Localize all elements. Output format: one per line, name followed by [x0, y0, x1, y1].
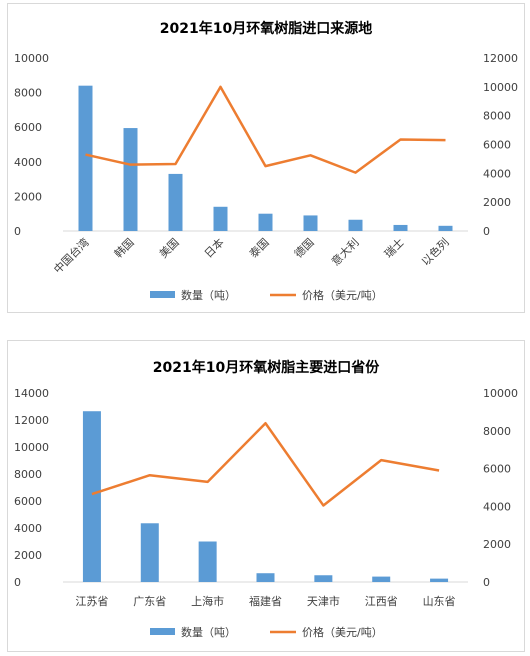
- bar-quantity: [123, 128, 138, 231]
- bar-quantity: [393, 224, 408, 231]
- chart-panel-import-provinces: 2021年10月环氧树脂主要进口省份 0 2000 4000 6000 8000 10000…: [7, 340, 525, 652]
- legend-label-price: 价格（美元/吨）: [302, 625, 383, 639]
- right-axis-tick-label: 0: [483, 225, 490, 238]
- line-price: [91, 421, 440, 507]
- legend-label-quantity: 数量（吨）: [181, 626, 236, 639]
- left-axis-tick-label: 0: [14, 576, 21, 589]
- right-axis-tick-label: 4000: [483, 500, 511, 513]
- right-axis-tick-label: 6000: [483, 463, 511, 476]
- left-axis-tick-label: 14000: [14, 387, 49, 400]
- bar-quantity: [78, 85, 93, 232]
- right-axis-tick-label: 10000: [483, 81, 518, 94]
- category-label: 上海市: [191, 594, 224, 608]
- left-axis-tick-label: 2000: [14, 549, 42, 562]
- category-label: 江西省: [365, 595, 398, 608]
- category-label: 日本: [201, 235, 226, 260]
- category-label: 德国: [291, 235, 316, 260]
- left-axis-tick-label: 6000: [14, 121, 42, 134]
- right-axis-tick-label: 6000: [483, 139, 511, 152]
- legend-swatch-bar: [150, 628, 175, 635]
- left-axis-tick-label: 8000: [14, 468, 42, 481]
- category-label: 瑞士: [381, 235, 406, 260]
- chart-title: 2021年10月环氧树脂主要进口省份: [153, 359, 380, 376]
- chart-title: 2021年10月环氧树脂进口来源地: [160, 20, 372, 37]
- category-label: 福建省: [249, 594, 282, 608]
- bar-quantity: [198, 541, 217, 582]
- right-axis-tick-label: 8000: [483, 110, 511, 123]
- left-axis-tick-label: 2000: [14, 190, 42, 203]
- legend-label-price: 价格（美元/吨）: [302, 288, 383, 302]
- chart-svg-import-provinces: 2021年10月环氧树脂主要进口省份 0 2000 4000 6000 8000 10000…: [14, 359, 518, 639]
- category-label: 广东省: [133, 595, 166, 608]
- bar-quantity: [314, 575, 333, 582]
- category-label: 天津市: [307, 594, 340, 608]
- bar-quantity: [438, 225, 453, 231]
- right-axis-tick-label: 10000: [483, 387, 518, 400]
- right-axis-tick-label: 0: [483, 576, 490, 589]
- bar-quantity: [140, 523, 159, 582]
- category-label: 韩国: [111, 235, 136, 260]
- right-axis-tick-label: 8000: [483, 425, 511, 438]
- category-label: 泰国: [246, 235, 271, 260]
- bar-quantity: [82, 411, 101, 582]
- category-label: 美国: [157, 236, 182, 261]
- chart-panel-import-sources: 2021年10月环氧树脂进口来源地 0 2000 4000 6000 8000 10000 0…: [7, 3, 525, 313]
- bar-quantity: [303, 215, 318, 231]
- bar-quantity: [256, 573, 275, 582]
- left-axis-tick-label: 4000: [14, 156, 42, 169]
- line-price: [85, 85, 446, 174]
- category-label: 中国台湾: [51, 235, 92, 276]
- left-axis-tick-label: 10000: [14, 441, 49, 454]
- left-axis-tick-label: 4000: [14, 522, 42, 535]
- bar-quantity: [430, 578, 449, 582]
- legend-swatch-bar: [150, 291, 175, 298]
- legend-label-quantity: 数量（吨）: [181, 289, 236, 302]
- left-axis-tick-label: 12000: [14, 414, 49, 427]
- left-axis-tick-label: 8000: [14, 87, 42, 100]
- category-label: 意大利: [328, 235, 361, 268]
- left-axis-tick-label: 0: [14, 225, 21, 238]
- right-axis-tick-label: 2000: [483, 538, 511, 551]
- bar-quantity: [168, 173, 183, 231]
- bar-quantity: [258, 213, 273, 231]
- chart-svg-import-sources: 2021年10月环氧树脂进口来源地 0 2000 4000 6000 8000 10000 0…: [14, 20, 518, 302]
- right-axis-tick-label: 12000: [483, 52, 518, 65]
- right-axis-tick-label: 4000: [483, 167, 511, 180]
- category-label: 江苏省: [75, 595, 108, 608]
- left-axis-tick-label: 10000: [14, 52, 49, 65]
- category-label: 山东省: [423, 595, 456, 608]
- bar-quantity: [348, 219, 363, 231]
- right-axis-tick-label: 2000: [483, 196, 511, 209]
- bar-quantity: [372, 576, 391, 582]
- category-label: 以色列: [418, 235, 451, 268]
- bar-quantity: [213, 206, 228, 231]
- left-axis-tick-label: 6000: [14, 495, 42, 508]
